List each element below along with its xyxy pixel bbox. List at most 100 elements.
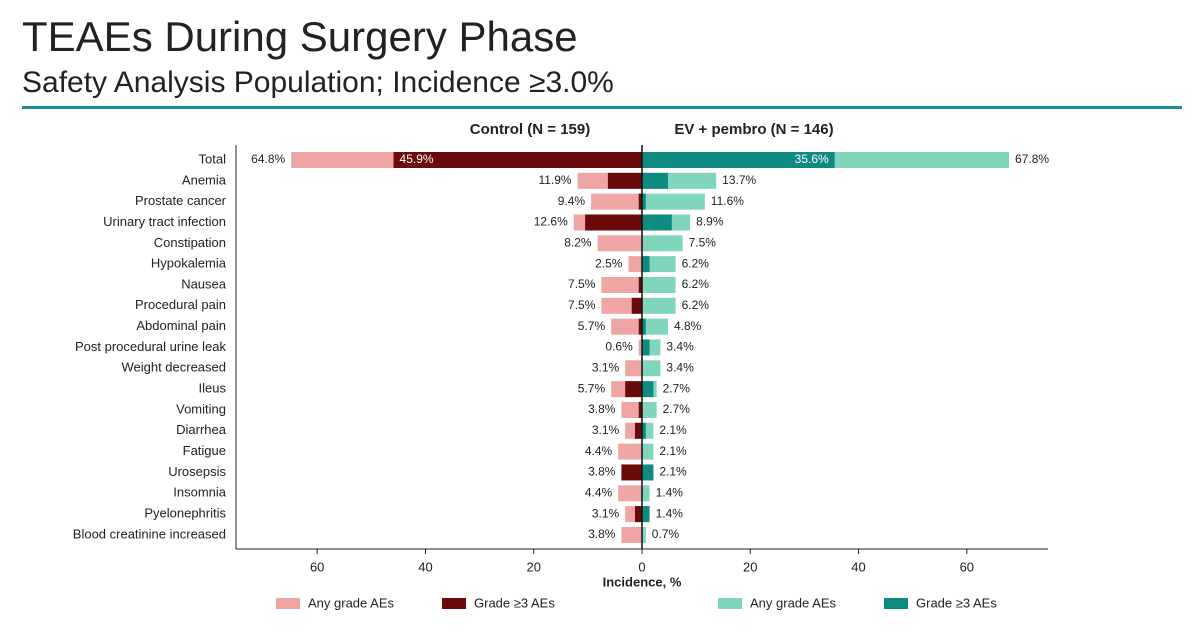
value-label: 35.6%	[795, 152, 829, 166]
bar	[597, 235, 642, 252]
value-label: 2.1%	[659, 465, 687, 479]
bar	[642, 526, 646, 543]
bar	[642, 193, 646, 210]
x-tick-label: 60	[310, 559, 324, 574]
legend-swatch	[718, 598, 742, 609]
x-tick-label: 0	[638, 559, 645, 574]
value-label: 45.9%	[400, 152, 434, 166]
category-label: Weight decreased	[121, 360, 226, 375]
bar	[642, 381, 654, 398]
bar	[642, 318, 668, 335]
legend-swatch	[884, 598, 908, 609]
bar	[618, 485, 642, 502]
value-label: 4.4%	[585, 444, 613, 458]
value-label: 8.2%	[564, 235, 592, 249]
panel-title: Control (N = 159)	[470, 121, 590, 138]
bar	[618, 443, 642, 460]
value-label: 2.7%	[663, 402, 691, 416]
legend-swatch	[442, 598, 466, 609]
bar	[642, 235, 683, 252]
value-label: 0.6%	[605, 340, 633, 354]
bar	[642, 256, 676, 273]
bar	[631, 297, 642, 314]
x-tick-label: 40	[418, 559, 432, 574]
bar	[642, 422, 654, 439]
bar	[642, 276, 676, 293]
category-label: Prostate cancer	[135, 193, 227, 208]
value-label: 3.8%	[588, 402, 616, 416]
value-label: 7.5%	[689, 235, 717, 249]
category-label: Blood creatinine increased	[73, 526, 226, 541]
bar	[642, 464, 654, 481]
legend-label: Any grade AEs	[750, 595, 836, 610]
value-label: 67.8%	[1015, 152, 1049, 166]
category-label: Post procedural urine leak	[75, 339, 227, 354]
category-label: Anemia	[182, 172, 227, 187]
bar	[585, 214, 642, 231]
category-label: Pyelonephritis	[144, 506, 226, 521]
bar	[621, 464, 642, 481]
chart-title: TEAEs During Surgery Phase	[22, 13, 578, 60]
value-label: 4.8%	[674, 319, 702, 333]
category-label: Total	[199, 151, 227, 166]
bar	[638, 276, 642, 293]
value-label: 11.6%	[711, 194, 744, 208]
bar	[628, 256, 642, 273]
bar	[591, 193, 642, 210]
x-tick-label: 20	[743, 559, 757, 574]
value-label: 12.6%	[534, 215, 568, 229]
bar	[642, 152, 835, 168]
x-tick-label: 60	[960, 559, 974, 574]
value-label: 13.7%	[722, 173, 756, 187]
bar	[642, 485, 650, 502]
value-label: 2.7%	[663, 381, 691, 395]
value-label: 2.1%	[659, 423, 687, 437]
legend-label: Any grade AEs	[308, 595, 394, 610]
category-label: Abdominal pain	[136, 318, 226, 333]
bar	[642, 193, 705, 210]
category-label: Diarrhea	[176, 422, 227, 437]
category-label: Constipation	[154, 235, 226, 250]
bar	[638, 401, 642, 418]
category-label: Urinary tract infection	[103, 214, 226, 229]
category-label: Fatigue	[183, 443, 226, 458]
bar	[601, 276, 642, 293]
bar	[638, 318, 642, 335]
value-label: 2.1%	[659, 444, 687, 458]
value-label: 3.1%	[592, 423, 620, 437]
value-label: 5.7%	[578, 319, 606, 333]
value-label: 2.5%	[595, 256, 623, 270]
value-label: 64.8%	[251, 152, 285, 166]
category-label: Vomiting	[176, 401, 226, 416]
bar	[642, 360, 661, 377]
bar	[638, 193, 642, 210]
value-label: 6.2%	[682, 298, 710, 312]
value-label: 1.4%	[656, 485, 684, 499]
value-label: 6.2%	[682, 277, 710, 291]
value-label: 3.1%	[592, 360, 620, 374]
bar	[642, 401, 657, 418]
x-axis-label: Incidence, %	[603, 574, 682, 589]
chart-subtitle: Safety Analysis Population; Incidence ≥3…	[22, 66, 614, 99]
bar	[642, 506, 650, 523]
value-label: 3.4%	[666, 360, 694, 374]
value-label: 7.5%	[568, 277, 596, 291]
value-label: 4.4%	[585, 485, 613, 499]
bar	[642, 256, 650, 273]
value-label: 3.8%	[588, 527, 616, 541]
bar	[642, 214, 672, 231]
bar	[642, 443, 654, 460]
bar	[634, 422, 642, 439]
bar	[621, 401, 642, 418]
category-label: Nausea	[181, 276, 227, 291]
value-label: 3.1%	[592, 506, 620, 520]
category-label: Ileus	[199, 381, 227, 396]
title-rule	[22, 106, 1182, 109]
bar	[607, 172, 642, 189]
category-label: Procedural pain	[135, 297, 226, 312]
bar	[625, 381, 642, 398]
value-label: 9.4%	[558, 194, 586, 208]
value-label: 3.8%	[588, 465, 616, 479]
x-tick-label: 20	[526, 559, 540, 574]
